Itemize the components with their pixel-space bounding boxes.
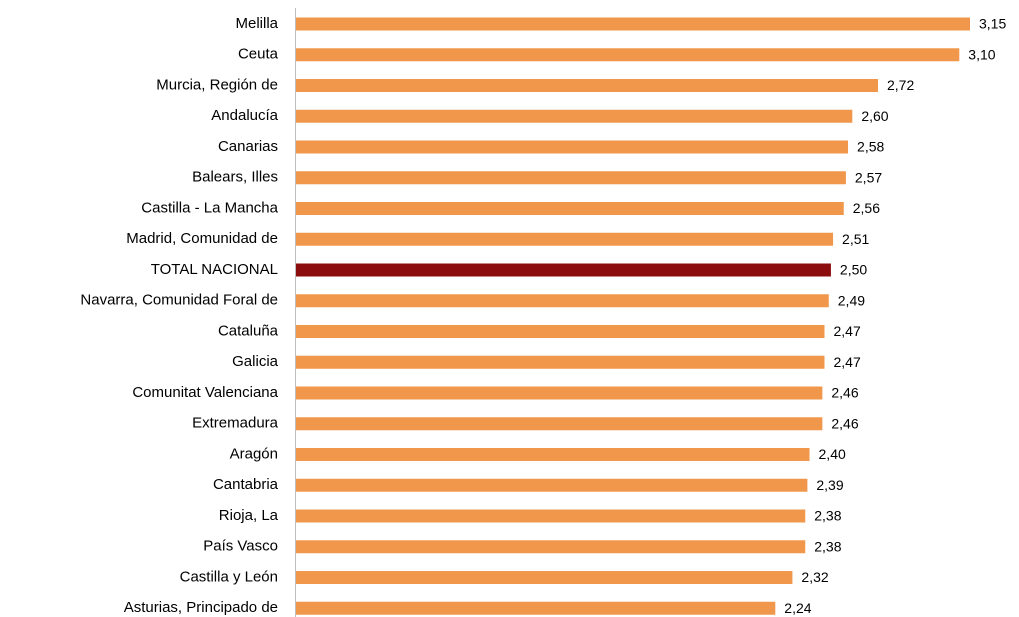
value-label: 2,56	[853, 200, 880, 216]
bar	[296, 478, 808, 492]
value-label: 2,32	[801, 569, 828, 585]
bar	[296, 263, 831, 277]
category-label: Extremadura	[192, 415, 279, 432]
category-label: Cataluña	[218, 322, 279, 339]
category-label: Madrid, Comunidad de	[126, 230, 278, 247]
value-label: 2,46	[831, 385, 858, 401]
category-label: Cantabria	[213, 476, 279, 493]
category-label: Navarra, Comunidad Foral de	[80, 292, 278, 309]
value-label: 2,38	[814, 538, 841, 554]
category-label: Asturias, Principado de	[124, 599, 278, 616]
category-label: Rioja, La	[219, 507, 279, 524]
bar	[296, 509, 806, 523]
value-label: 2,47	[834, 354, 861, 370]
value-label: 2,51	[842, 231, 869, 247]
category-label: Melilla	[235, 15, 278, 32]
value-label: 3,10	[968, 46, 995, 62]
bar	[296, 79, 878, 92]
value-label: 2,60	[861, 108, 888, 124]
category-label: TOTAL NACIONAL	[151, 261, 278, 278]
category-label: Aragón	[230, 445, 278, 462]
bar	[296, 140, 849, 154]
category-label: Ceuta	[238, 46, 279, 63]
value-label: 2,24	[784, 600, 811, 616]
bar	[296, 294, 829, 308]
value-label: 2,47	[834, 323, 861, 339]
bar	[296, 48, 960, 62]
bar	[296, 386, 823, 400]
bar	[296, 17, 970, 31]
bar	[296, 171, 846, 185]
value-label: 2,72	[887, 77, 914, 93]
category-label: País Vasco	[203, 538, 278, 555]
bar	[296, 540, 806, 554]
bar	[296, 325, 825, 338]
category-label: Castilla y León	[180, 568, 278, 585]
value-label: 2,50	[840, 262, 867, 278]
bar	[296, 355, 825, 369]
bar	[296, 109, 853, 123]
category-label: Murcia, Región de	[156, 76, 278, 93]
category-label: Canarias	[218, 138, 278, 155]
bar	[296, 601, 776, 615]
bar	[296, 448, 810, 461]
value-label: 2,49	[838, 292, 865, 308]
category-label: Andalucía	[211, 107, 278, 124]
value-label: 2,38	[814, 508, 841, 524]
value-label: 2,58	[857, 139, 884, 155]
category-label: Comunitat Valenciana	[132, 384, 278, 401]
value-label: 3,15	[979, 16, 1006, 32]
category-label: Balears, Illes	[192, 169, 278, 186]
category-label: Galicia	[232, 353, 279, 370]
value-label: 2,39	[816, 477, 843, 493]
bar	[296, 571, 793, 584]
value-label: 2,46	[831, 415, 858, 431]
value-label: 2,40	[819, 446, 846, 462]
bar	[296, 417, 823, 431]
bar	[296, 232, 834, 246]
value-label: 2,57	[855, 169, 882, 185]
bar	[296, 202, 844, 215]
category-label: Castilla - La Mancha	[141, 199, 278, 216]
